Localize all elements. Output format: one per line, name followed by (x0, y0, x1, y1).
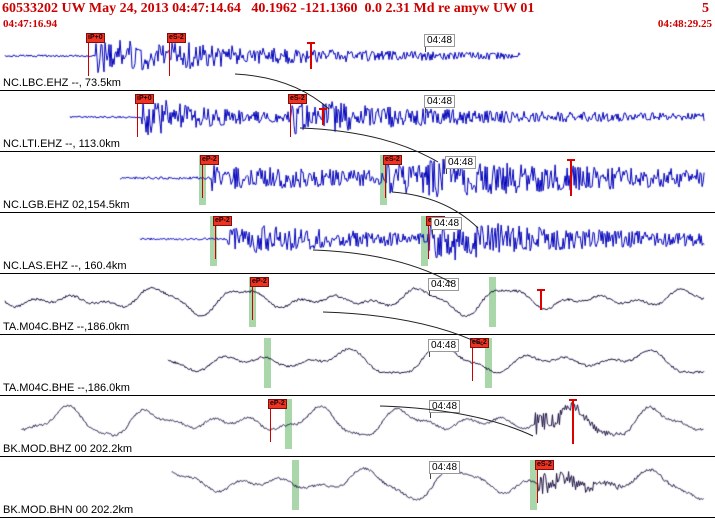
pick-line (88, 42, 89, 76)
trace-row[interactable]: eS-2 04:48 BK.MOD.BHN 00 202.2km (0, 457, 715, 518)
station-label: TA.M04C.BHZ --,186.0km (3, 321, 130, 333)
station-label: NC.LTI.EHZ --, 113.0km (3, 138, 120, 150)
time-tick-label: 04:48 (429, 400, 461, 413)
waveform-canvas[interactable] (0, 457, 715, 517)
pick-line (215, 225, 216, 259)
pick-marker-cap (319, 108, 327, 110)
pick-line (169, 42, 170, 76)
time-window-header: 04:47:16.94 04:48:29.25 (0, 18, 715, 31)
pick-line (202, 164, 203, 198)
pick-flag[interactable]: eS-2 (470, 338, 489, 348)
window-end-time: 04:48:29.25 (657, 18, 712, 30)
pick-flag[interactable]: iP+0 (86, 33, 105, 43)
trace-row[interactable]: eP-2 eS-2 04:48 NC.LGB.EHZ 02,154.5km (0, 152, 715, 213)
pick-line (252, 286, 253, 320)
time-tick-label: 04:48 (424, 95, 456, 108)
trace-row[interactable]: iP+0 eS-2 04:48 NC.LTI.EHZ --, 113.0km (0, 91, 715, 152)
pick-marker (540, 290, 542, 310)
pick-marker-cap (537, 289, 545, 291)
time-tick-label: 04:48 (445, 156, 477, 169)
pick-marker-cap (307, 42, 315, 44)
pick-marker-cap (567, 159, 575, 161)
time-tick (429, 291, 430, 296)
pick-flag[interactable]: eS-2 (383, 155, 402, 165)
page-number: 5 (702, 1, 709, 16)
pick-line (428, 225, 429, 259)
window-start-time: 04:47:16.94 (3, 18, 58, 30)
pick-flag[interactable]: eS-2 (535, 460, 554, 470)
time-tick-label: 04:48 (428, 278, 460, 291)
station-label: TA.M04C.BHE --,186.0km (3, 382, 130, 394)
trace-row[interactable]: eS-2 04:48 TA.M04C.BHE --,186.0km (0, 335, 715, 396)
pick-flag[interactable]: eP-2 (250, 277, 269, 287)
station-label: BK.MOD.BHZ 00 202.2km (3, 443, 132, 455)
pick-line (472, 347, 473, 381)
pick-flag[interactable]: eS-2 (167, 33, 186, 43)
pick-flag[interactable]: iP+0 (135, 94, 154, 104)
pick-flag[interactable]: eP-2 (200, 155, 219, 165)
pick-line (137, 103, 138, 137)
trace-row[interactable]: iP+0 eS-2 04:48 NC.LBC.EHZ --, 73.5km (0, 30, 715, 91)
time-tick (430, 474, 431, 479)
traces-area: iP+0 eS-2 04:48 NC.LBC.EHZ --, 73.5km iP+0 eS… (0, 30, 715, 518)
pick-marker (572, 400, 574, 444)
time-tick-label: 04:48 (428, 339, 460, 352)
pick-flag[interactable]: eP-2 (268, 399, 287, 409)
time-tick (430, 413, 431, 418)
waveform-canvas[interactable] (0, 396, 715, 456)
station-label: NC.LGB.EHZ 02,154.5km (3, 199, 130, 211)
time-tick (446, 169, 447, 174)
waveform-canvas[interactable] (0, 30, 715, 90)
event-summary: 60533202 UW May 24, 2013 04:47:14.64 40.… (2, 1, 535, 16)
station-label: BK.MOD.BHN 00 202.2km (3, 504, 134, 516)
pick-line (385, 164, 386, 198)
pick-line (270, 408, 271, 442)
time-tick (425, 47, 426, 52)
time-tick-label: 04:48 (429, 461, 461, 474)
trace-row[interactable]: eP-2 04:48 TA.M04C.BHZ --,186.0km (0, 274, 715, 335)
time-tick-label: 04:48 (431, 217, 463, 230)
time-tick-label: 04:48 (424, 34, 456, 47)
pick-marker (570, 160, 572, 196)
station-label: NC.LAS.EHZ --, 160.4km (3, 260, 127, 272)
station-label: NC.LBC.EHZ --, 73.5km (3, 77, 121, 89)
pick-marker (310, 43, 312, 69)
time-tick (432, 230, 433, 235)
pick-flag[interactable]: eS-2 (288, 94, 307, 104)
trace-row[interactable]: eP-2 04:48 BK.MOD.BHZ 00 202.2km (0, 396, 715, 457)
time-tick (429, 352, 430, 357)
pick-flag[interactable]: eP-2 (213, 216, 232, 226)
pick-marker-cap (569, 399, 577, 401)
event-header: 60533202 UW May 24, 2013 04:47:14.64 40.… (0, 0, 715, 18)
pick-line (290, 103, 291, 137)
pick-line (537, 469, 538, 503)
pick-marker (322, 109, 324, 125)
time-tick (425, 108, 426, 113)
